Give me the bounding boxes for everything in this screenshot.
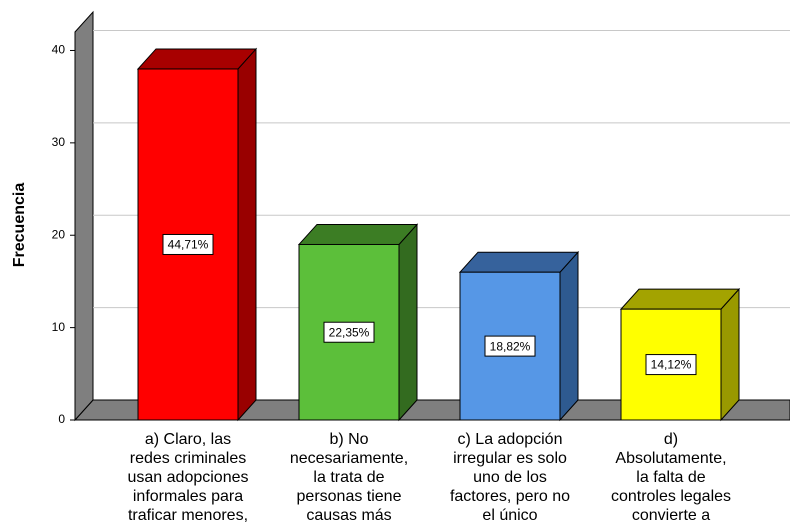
data-label: 44,71% xyxy=(168,238,209,252)
x-tick-label: b) No necesariamente, la trata de personas … xyxy=(290,431,408,524)
y-tick-label: 30 xyxy=(52,135,66,149)
bar-top xyxy=(458,251,580,273)
y-tick-label: 40 xyxy=(52,43,66,57)
x-tick-label: c) La adopción irregular es solo uno de lo… xyxy=(450,431,570,524)
bar-top xyxy=(619,288,741,310)
data-label-box xyxy=(645,354,697,376)
bar-top xyxy=(297,223,419,245)
bar-top xyxy=(136,48,258,70)
bar-side xyxy=(398,223,418,422)
y-tick-label: 20 xyxy=(52,227,66,241)
data-label-box xyxy=(162,233,214,255)
x-tick-label: d) Absolutamente, la falta de controles leg… xyxy=(611,431,731,524)
bar-side xyxy=(237,47,257,422)
y-axis-title: Frecuencia xyxy=(11,183,28,268)
data-label: 18,82% xyxy=(490,339,531,353)
bar-side xyxy=(720,287,740,422)
data-label: 14,12% xyxy=(651,358,692,372)
bar-side xyxy=(559,250,579,422)
y-tick-label: 10 xyxy=(52,320,66,334)
x-tick-label: a) Claro, las redes criminales usan adopci… xyxy=(128,431,249,524)
data-label-box xyxy=(323,321,375,343)
data-label-box xyxy=(484,335,536,357)
y-tick-label: 0 xyxy=(58,412,65,426)
left-wall xyxy=(74,10,94,422)
data-label: 22,35% xyxy=(329,325,370,339)
